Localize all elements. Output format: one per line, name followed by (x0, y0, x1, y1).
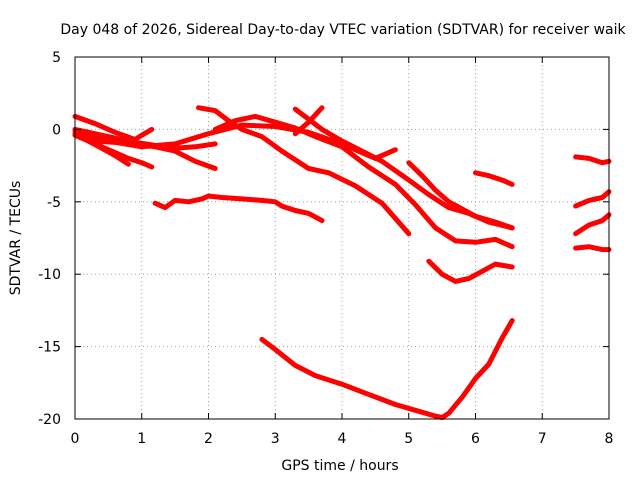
series-line-s9 (212, 113, 515, 250)
y-tick-label: 0 (52, 122, 61, 138)
x-axis-label: GPS time / hours (281, 458, 398, 474)
grid-layer (74, 56, 610, 420)
x-tick-label: 6 (471, 431, 480, 447)
series-layer (72, 105, 612, 421)
x-tick-label: 5 (404, 431, 413, 447)
series-line-s12 (406, 160, 515, 231)
series-line-s8 (196, 105, 412, 237)
y-tick-label: -20 (38, 412, 61, 428)
y-tick-label: -15 (38, 340, 61, 356)
series-line-s16 (573, 154, 612, 166)
series-line-s13 (426, 258, 515, 284)
y-axis-label: SDTVAR / TECUs (8, 181, 24, 296)
x-tick-label: 4 (338, 431, 347, 447)
series-line-s11 (292, 105, 325, 137)
series-line-s6 (92, 138, 218, 171)
series-line-s17 (573, 189, 612, 209)
x-tick-label: 7 (538, 431, 547, 447)
y-tick-label: -5 (47, 195, 61, 211)
series-line-s15 (473, 170, 515, 187)
series-line-s7 (152, 193, 325, 224)
series-line-s18 (573, 212, 612, 237)
x-tick-label: 8 (605, 431, 614, 447)
x-tick-label: 0 (71, 431, 80, 447)
y-tick-label: 5 (52, 50, 61, 66)
series-line-s10 (292, 106, 515, 231)
x-tick-label: 2 (204, 431, 213, 447)
series-line-s1 (72, 113, 155, 142)
series-line-s19 (573, 244, 612, 253)
series-line-s3 (72, 132, 131, 167)
x-tick-label: 3 (271, 431, 280, 447)
x-tick-label: 1 (137, 431, 146, 447)
tick-layer: 0 1 2 3 4 5 6 7 8 5 0 -5 -10 -15 -20 (38, 50, 613, 447)
y-tick-label: -10 (38, 267, 61, 283)
series-line-s14 (259, 318, 515, 421)
chart-title: Day 048 of 2026, Sidereal Day-to-day VTE… (60, 22, 626, 38)
